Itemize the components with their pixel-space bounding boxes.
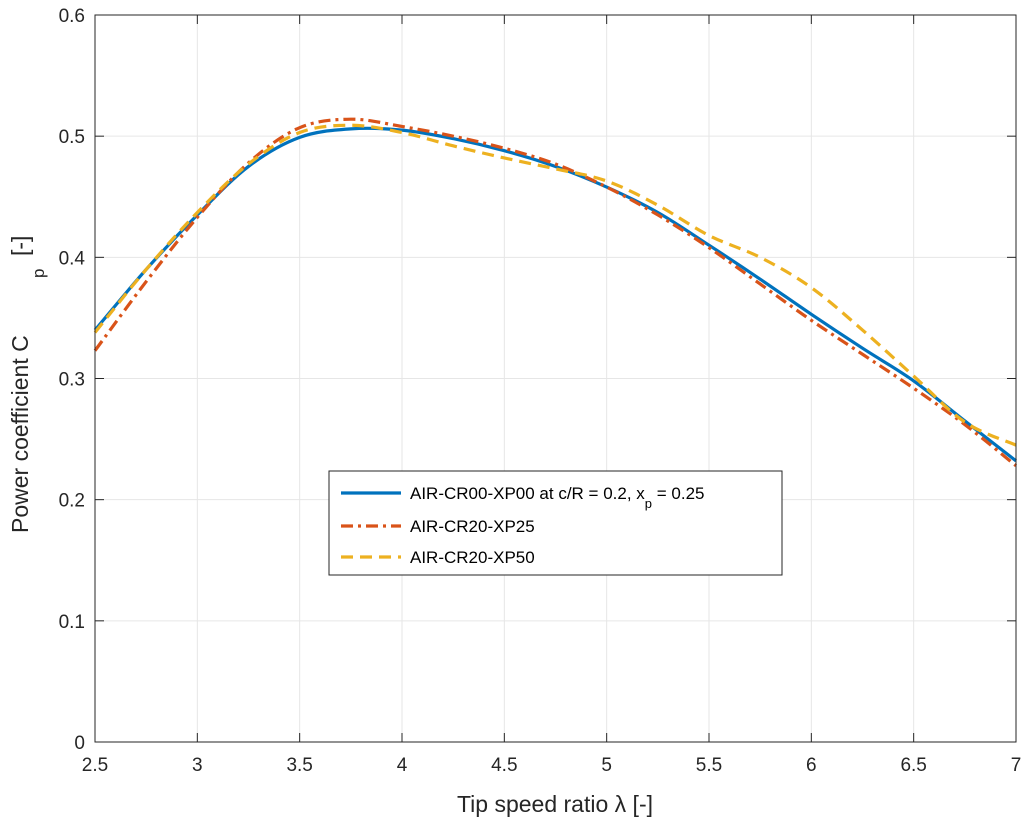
- y-axis-label: Power coefficient C p [-]: [7, 236, 48, 533]
- series-line-0: [93, 126, 1017, 463]
- series-line-1: [93, 117, 1018, 467]
- x-axis-label: Tip speed ratio λ [-]: [457, 791, 653, 817]
- legend-entry-0: AIR-CR00-XP00 at c/R = 0.2, xp = 0.25: [341, 484, 705, 511]
- legend-label-0-main: AIR-CR00-XP00 at c/R = 0.2, x: [410, 484, 645, 503]
- y-tick-label: 0.1: [59, 612, 85, 633]
- x-tick-label: 6.5: [900, 755, 926, 776]
- y-tick-label: 0.5: [59, 127, 85, 148]
- ticks: [94, 14, 1017, 743]
- legend-box: [328, 470, 783, 576]
- y-axis-label-main: Power coefficient C: [7, 335, 33, 533]
- x-tick-label: 4.5: [491, 755, 517, 776]
- y-tick-label: 0.4: [59, 248, 86, 269]
- x-tick-label: 6: [806, 755, 817, 776]
- x-tick-label: 5: [601, 755, 612, 776]
- legend: AIR-CR00-XP00 at c/R = 0.2, xp = 0.25 AI…: [328, 470, 783, 576]
- x-tick-label: 3.5: [286, 755, 312, 776]
- legend-label-0-tail: = 0.25: [652, 484, 704, 503]
- y-tick-label: 0.3: [59, 370, 85, 391]
- series-layer: [93, 117, 1018, 467]
- legend-label-0: AIR-CR00-XP00 at c/R = 0.2, xp = 0.25: [410, 484, 705, 511]
- y-axis-label-subscript: p: [29, 269, 48, 278]
- x-tick-label: 3: [192, 755, 203, 776]
- legend-label-0-subscript: p: [645, 496, 652, 511]
- legend-entry-2: AIR-CR20-XP50: [341, 548, 535, 567]
- y-tick-label: 0.2: [59, 491, 85, 512]
- legend-entry-1: AIR-CR20-XP25: [341, 517, 535, 536]
- x-tick-label: 5.5: [696, 755, 722, 776]
- y-tick-label: 0: [74, 733, 85, 754]
- legend-label-1: AIR-CR20-XP25: [410, 517, 535, 536]
- y-axis-label-unit: [-]: [7, 236, 33, 256]
- legend-label-2: AIR-CR20-XP50: [410, 548, 535, 567]
- tick-labels: 2.5 3 3.5 4 4.5 5 5.5 6 6.5 7 0 0.1 0.2 0.3 0.4 0.5 0.6: [59, 6, 1022, 776]
- x-tick-label: 4: [397, 755, 408, 776]
- series-line-2: [93, 123, 1017, 447]
- y-tick-label: 0.6: [59, 6, 85, 27]
- x-tick-label: 2.5: [82, 755, 108, 776]
- x-tick-label: 7: [1011, 755, 1022, 776]
